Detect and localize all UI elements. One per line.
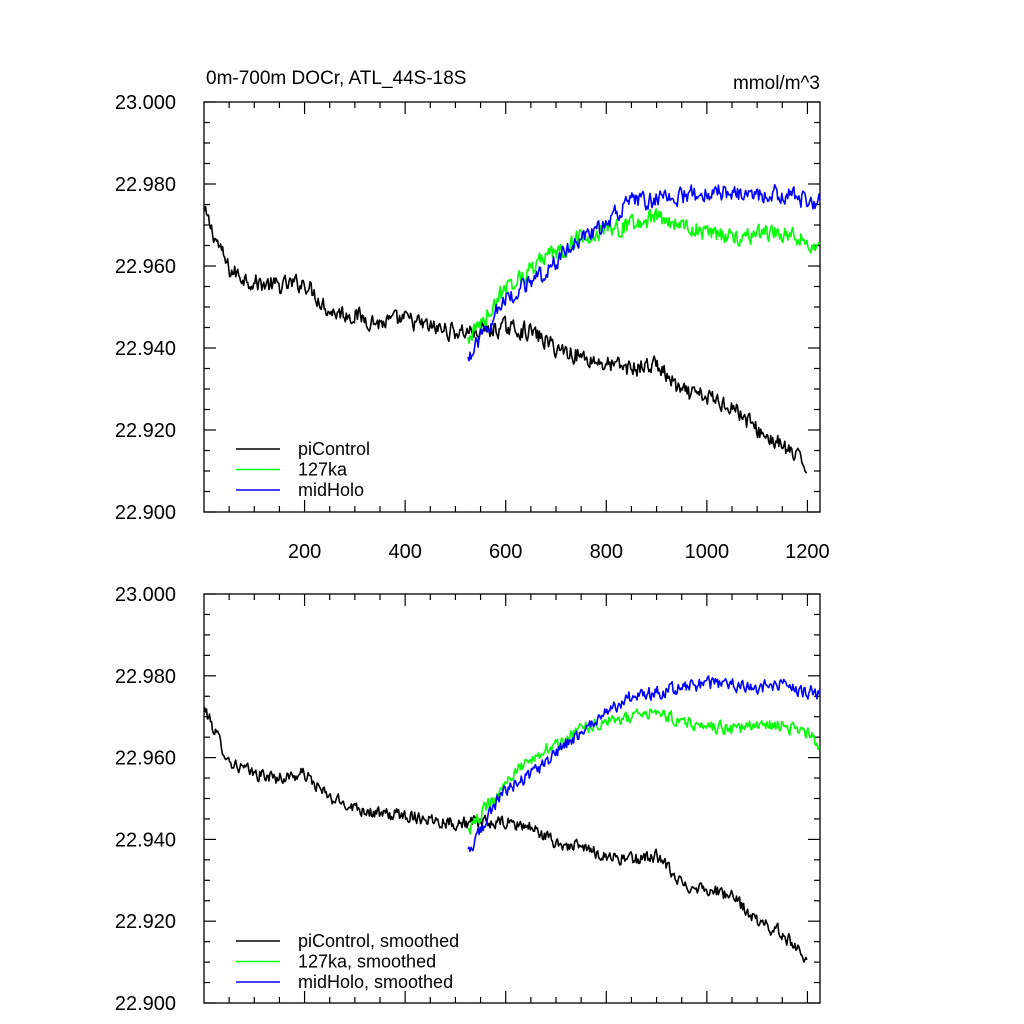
bottom-axis-ticks (204, 593, 820, 1004)
top-plot-frame (203, 101, 821, 513)
legend-label: 127ka (298, 460, 348, 480)
legend-label: piControl, smoothed (298, 931, 459, 951)
y-tick-label: 22.980 (115, 174, 176, 196)
x-tick-label: 1000 (685, 541, 730, 563)
legend-label: midHolo (298, 480, 364, 500)
y-tick-label: 22.900 (115, 502, 176, 524)
x-tick-label: 200 (288, 541, 321, 563)
top-x-tick-labels: 200 400 600 800 1000 1200 (288, 541, 830, 563)
x-tick-label: 800 (590, 541, 623, 563)
series-line (467, 183, 821, 362)
series-line (467, 208, 821, 345)
y-tick-label: 22.960 (115, 748, 176, 770)
x-tick-label: 400 (388, 541, 421, 563)
y-tick-label: 23.000 (115, 584, 176, 606)
y-tick-label: 22.900 (115, 993, 176, 1015)
legend-label: 127ka, smoothed (298, 952, 436, 972)
y-tick-label: 22.920 (115, 420, 176, 442)
legend-label: piControl (298, 439, 370, 459)
y-tick-label: 22.980 (115, 666, 176, 688)
series-line (467, 675, 821, 853)
top-axis-ticks (204, 101, 820, 513)
top-chart-title: 0m-700m DOCr, ATL_44S-18S (206, 68, 466, 89)
y-tick-label: 22.940 (115, 829, 176, 851)
bottom-series-lines (203, 675, 821, 963)
top-panel: 22.900 22.920 22.940 22.960 22.980 23.000 200… (115, 68, 830, 563)
top-y-tick-labels: 22.900 22.920 22.940 22.960 22.980 23.000 (115, 92, 176, 524)
top-series-lines (203, 183, 821, 474)
bottom-y-tick-labels: 22.900 22.920 22.940 22.960 22.980 23.000 (115, 584, 176, 1015)
y-tick-label: 23.000 (115, 92, 176, 114)
x-tick-label: 1200 (785, 541, 830, 563)
series-line (203, 205, 808, 474)
series-line (467, 708, 821, 835)
bottom-plot-frame (203, 593, 821, 1004)
y-tick-label: 22.940 (115, 338, 176, 360)
series-line (203, 706, 808, 963)
top-units-label: mmol/m^3 (733, 73, 820, 94)
x-tick-label: 600 (489, 541, 522, 563)
y-tick-label: 22.960 (115, 256, 176, 278)
bottom-panel: 22.900 22.920 22.940 22.960 22.980 23.000 piC… (115, 584, 821, 1015)
y-tick-label: 22.920 (115, 911, 176, 933)
legend-label: midHolo, smoothed (298, 972, 453, 992)
